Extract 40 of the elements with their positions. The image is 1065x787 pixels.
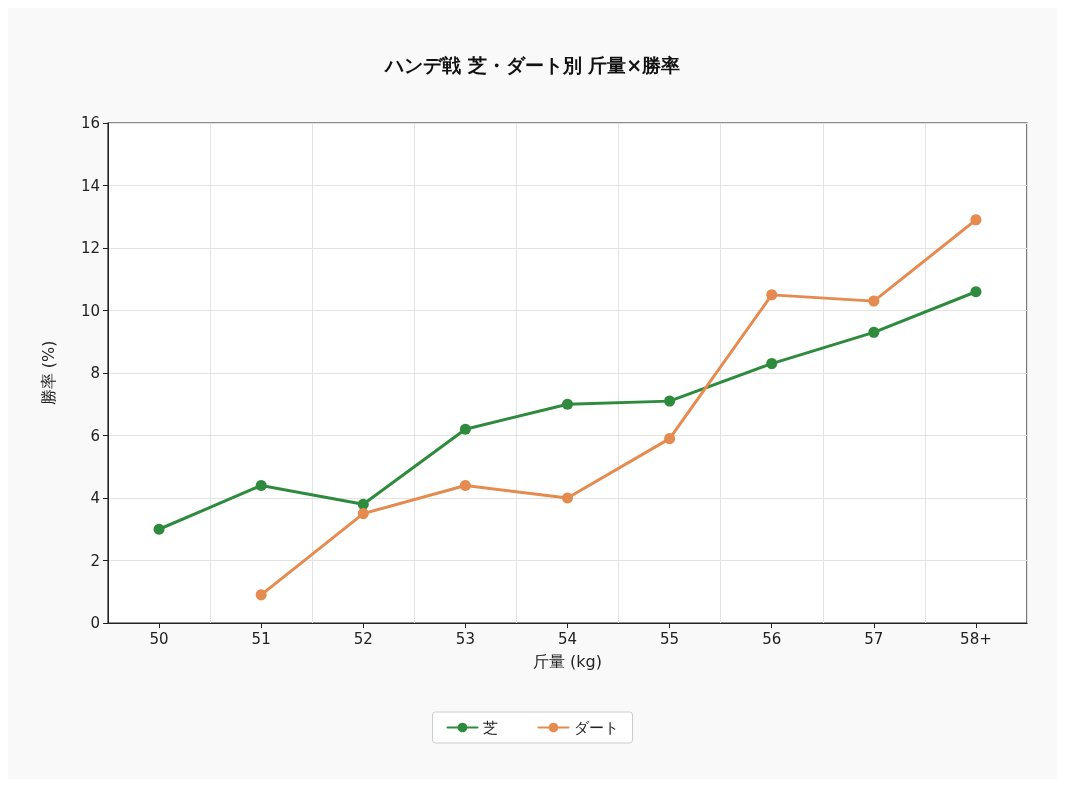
x-tick-label: 57 xyxy=(864,629,884,648)
point xyxy=(255,480,267,491)
point xyxy=(868,326,880,338)
point xyxy=(868,295,880,307)
y-tick-label: 8 xyxy=(90,364,100,382)
y-tick-label: 2 xyxy=(90,551,100,570)
point xyxy=(562,398,573,410)
legend-label: ダート xyxy=(573,718,619,737)
point xyxy=(255,589,267,601)
y-tick-label: 16 xyxy=(80,114,100,132)
point xyxy=(459,480,471,491)
y-axis-title: 勝率 (%) xyxy=(38,340,58,406)
x-tick-label: 56 xyxy=(762,629,782,648)
legend-label: 芝 xyxy=(482,718,498,737)
x-axis-title: 斤量 (kg) xyxy=(533,651,602,671)
x-tick-label: 52 xyxy=(353,629,373,648)
y-tick-label: 4 xyxy=(90,489,100,507)
point xyxy=(766,358,778,370)
point xyxy=(970,286,982,298)
x-tick-label: 51 xyxy=(251,629,271,648)
point xyxy=(153,523,165,535)
x-tick-label: 55 xyxy=(660,629,680,648)
x-tick-label: 54 xyxy=(557,629,578,648)
point xyxy=(562,492,573,504)
y-tick-label: 6 xyxy=(90,426,100,445)
point xyxy=(970,214,982,226)
y-tick-label: 0 xyxy=(90,614,100,632)
y-tick-label: 14 xyxy=(80,176,100,195)
point xyxy=(357,508,369,520)
x-tick-label: 53 xyxy=(455,629,475,648)
y-tick-label: 10 xyxy=(80,301,100,320)
chart-title: ハンデ戦 芝・ダート別 斤量×勝率 xyxy=(382,53,681,76)
point xyxy=(766,289,778,301)
x-tick-label: 58+ xyxy=(960,629,992,648)
point xyxy=(664,433,676,445)
point xyxy=(664,395,676,407)
y-tick-label: 12 xyxy=(80,239,100,257)
point xyxy=(459,423,471,435)
x-tick-label: 50 xyxy=(149,629,169,648)
point xyxy=(357,498,369,510)
